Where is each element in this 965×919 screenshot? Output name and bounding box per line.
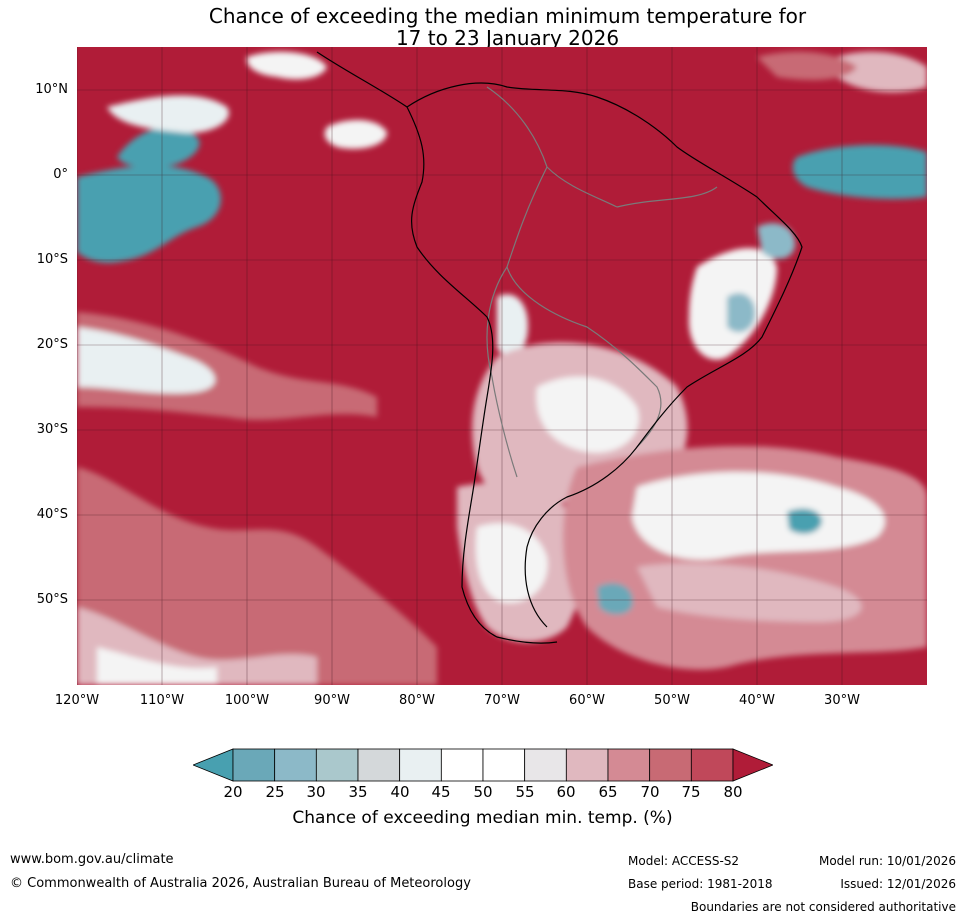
colorbar-over-arrow	[732, 748, 773, 782]
country-borders	[486, 86, 718, 478]
pacific-far-south-white	[97, 647, 217, 685]
coastline	[316, 51, 803, 644]
pacific-white-ne	[324, 120, 387, 149]
lon-label: 70°W	[484, 693, 520, 708]
forecast-map	[77, 47, 927, 685]
equatorial-pacific-blue	[77, 165, 221, 263]
colorbar-tick: 60	[556, 783, 576, 801]
colorbar-cell	[607, 748, 651, 782]
colorbar-tick: 75	[681, 783, 701, 801]
colorbar	[193, 748, 773, 782]
pacific-south-pink	[77, 312, 377, 420]
atlantic-south-blue-2	[597, 583, 633, 615]
colorbar-cell	[315, 748, 359, 782]
colorbar-tick: 65	[598, 783, 618, 801]
atlantic-white-north	[837, 51, 927, 93]
colorbar-tick: 40	[390, 783, 410, 801]
probability-fields	[77, 51, 927, 685]
graticule	[77, 47, 927, 685]
map-title-line1: Chance of exceeding the median minimum t…	[208, 4, 807, 28]
lon-label: 50°W	[654, 693, 690, 708]
atlantic-light-band	[637, 563, 862, 622]
colorbar-cell	[482, 748, 526, 782]
atlantic-south-white	[632, 472, 885, 560]
colorbar-cell	[399, 748, 442, 782]
lon-label: 100°W	[224, 693, 270, 708]
colorbar-cell	[524, 748, 567, 782]
ne-brazil-blue	[757, 223, 796, 259]
argentina-white	[536, 376, 639, 453]
colorbar-tick: 30	[306, 783, 326, 801]
colorbar-tick: 45	[431, 783, 451, 801]
colorbar-tick: 55	[515, 783, 535, 801]
lon-label: 90°W	[314, 693, 350, 708]
footer-issued: Issued: 12/01/2026	[840, 877, 956, 891]
caribbean-pink	[757, 51, 857, 80]
caribbean-white	[246, 51, 327, 80]
pacific-blue-north	[117, 126, 200, 168]
brazil-east-blue	[727, 293, 756, 333]
map-title-line2: 17 to 23 January 2026	[395, 26, 620, 50]
lon-label: 110°W	[139, 693, 185, 708]
colorbar-tick: 25	[265, 783, 285, 801]
lat-label: 20°S	[36, 337, 68, 352]
lon-label: 80°W	[399, 693, 435, 708]
colorbar-tick: 50	[473, 783, 493, 801]
lat-label: 10°S	[36, 252, 68, 267]
pacific-far-south-pink	[77, 467, 437, 685]
lat-label: 0°	[53, 167, 68, 182]
lon-label: 30°W	[824, 693, 860, 708]
footer-url[interactable]: www.bom.gov.au/climate	[10, 852, 174, 867]
pacific-south-white	[77, 327, 216, 394]
colorbar-tick: 35	[348, 783, 368, 801]
lat-label: 30°S	[36, 422, 68, 437]
lat-label: 40°S	[36, 507, 68, 522]
lon-label: 40°W	[739, 693, 775, 708]
colorbar-cell	[440, 748, 484, 782]
colorbar-cell	[649, 748, 692, 782]
colorbar-cell	[274, 748, 317, 782]
lat-label: 10°N	[35, 82, 68, 97]
colorbar-cell	[690, 748, 734, 782]
footer-copyright: © Commonwealth of Australia 2026, Austra…	[10, 876, 471, 891]
footer-model: Model: ACCESS-S2	[628, 854, 740, 868]
colorbar-label: Chance of exceeding median min. temp. (%…	[292, 808, 673, 828]
atlantic-equatorial-blue	[792, 145, 927, 199]
footer-base-period: Base period: 1981-2018	[628, 877, 773, 891]
footer-model-run: Model run: 10/01/2026	[818, 854, 956, 868]
colorbar-tick: 70	[640, 783, 660, 801]
patagonia-white	[475, 523, 548, 603]
lon-label: 120°W	[54, 693, 100, 708]
colorbar-tick: 80	[723, 783, 743, 801]
footer-disclaimer: Boundaries are not considered authoritat…	[690, 900, 956, 914]
lat-label: 50°S	[36, 592, 68, 607]
pacific-white-north	[107, 95, 229, 133]
lon-label: 60°W	[569, 693, 605, 708]
colorbar-cell	[565, 748, 609, 782]
colorbar-cell	[232, 748, 276, 782]
colorbar-cell	[357, 748, 401, 782]
bolivia-white	[497, 294, 528, 358]
colorbar-tick: 20	[223, 783, 243, 801]
colorbar-under-arrow	[193, 748, 234, 782]
